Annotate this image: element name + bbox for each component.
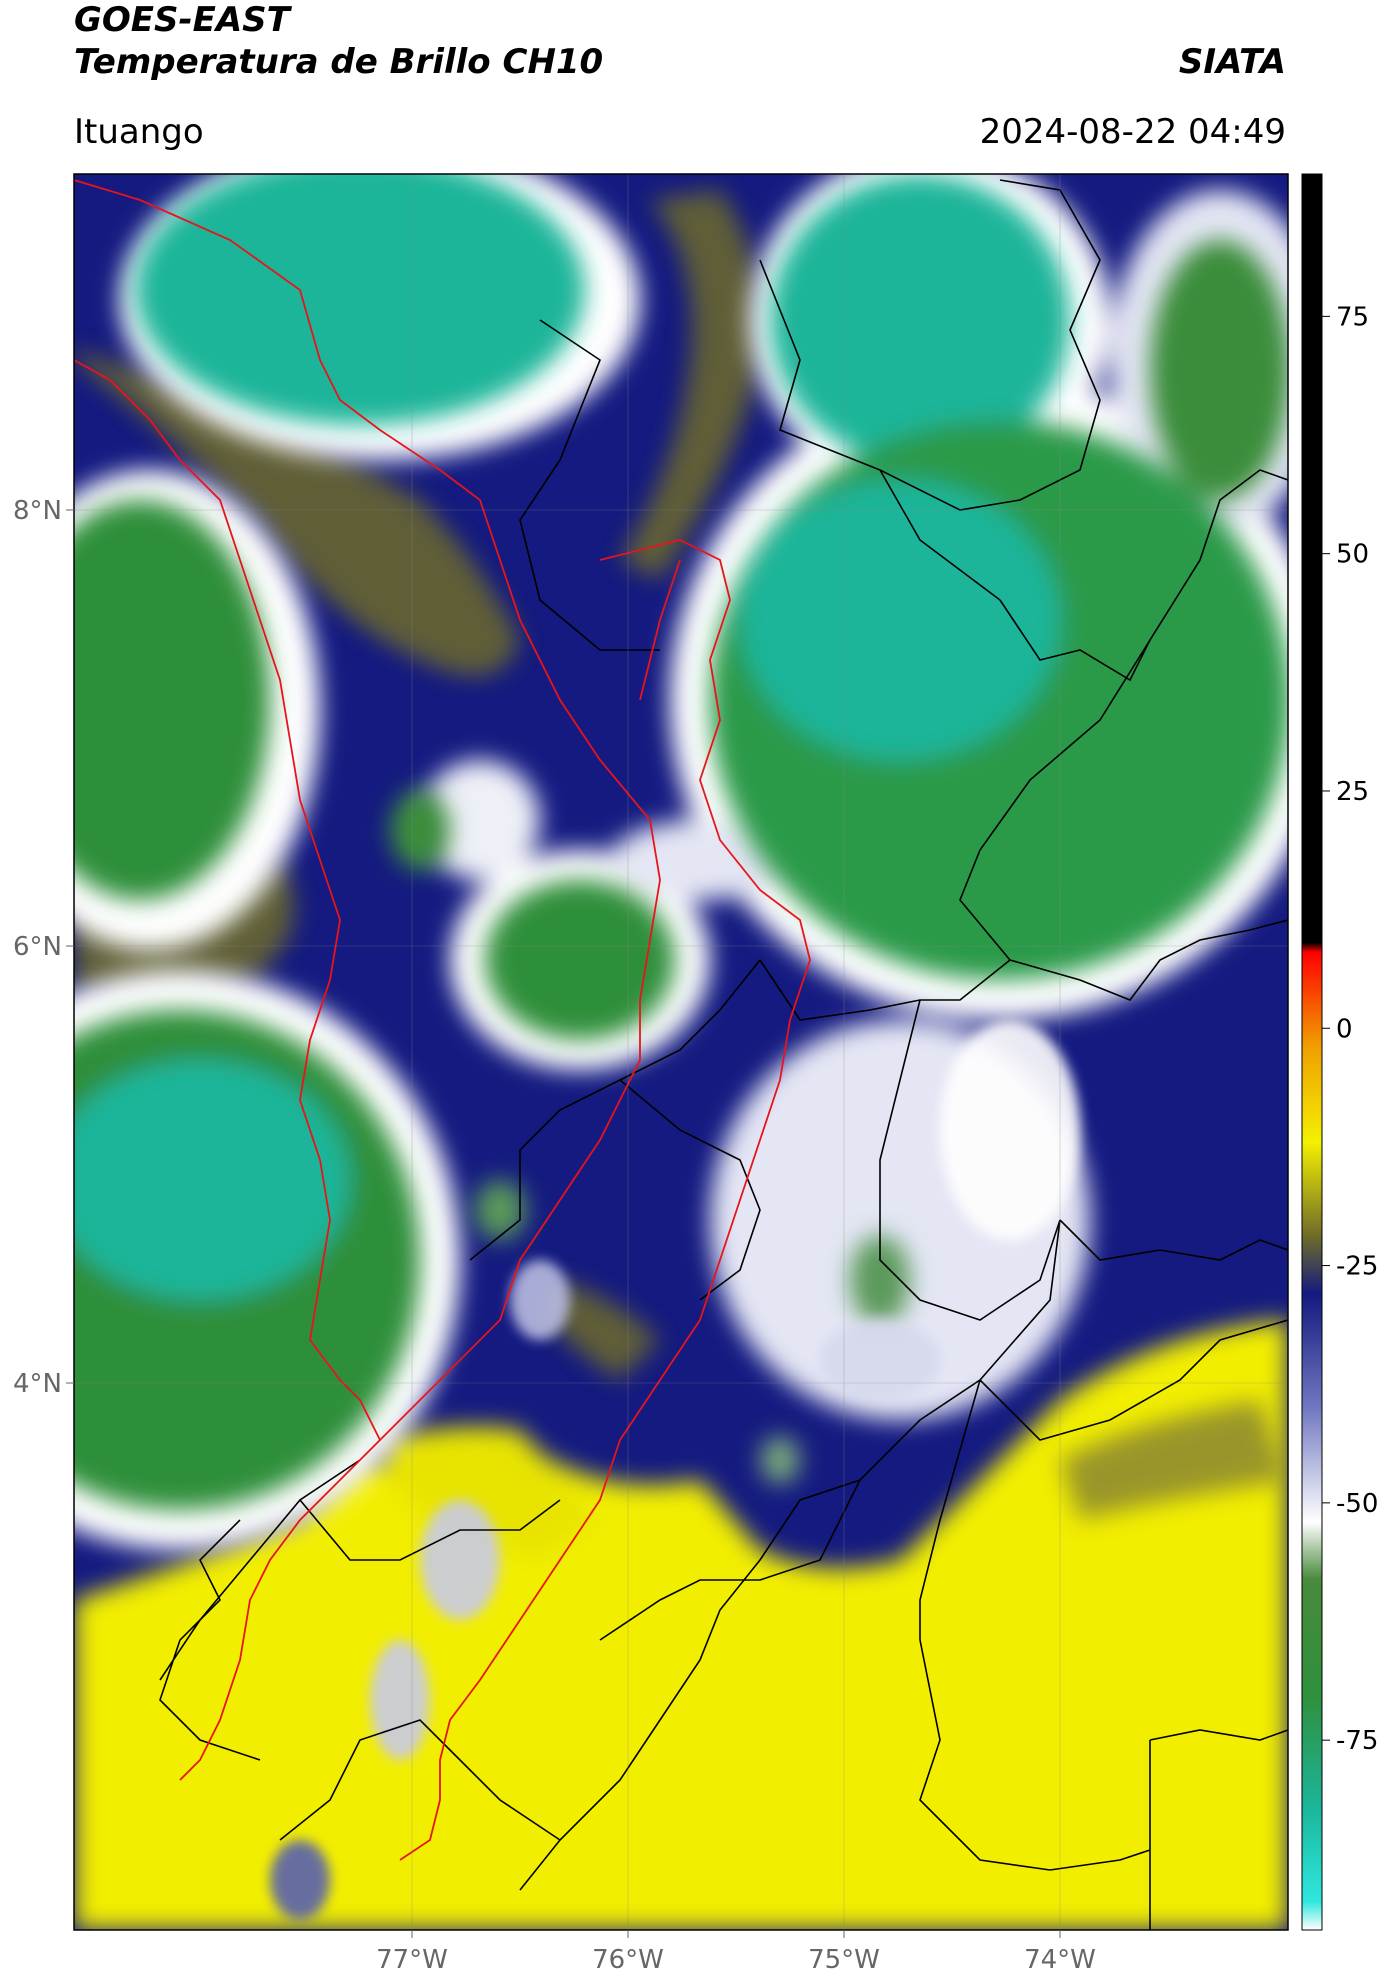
lon-tick-label: 76°W <box>592 1945 664 1975</box>
colorbar-gradient <box>1302 174 1322 1930</box>
brightness-temperature-field <box>74 174 1288 1930</box>
colorbar-tick-label: 0 <box>1336 1014 1353 1044</box>
lat-tick-label: 4°N <box>13 1369 62 1399</box>
map-frame <box>73 173 1289 1931</box>
lon-tick-label: 75°W <box>808 1945 880 1975</box>
convective-cells <box>270 1020 1080 1920</box>
warm-yellow-region <box>74 1320 1288 1930</box>
department-boundaries <box>159 179 1288 1930</box>
highlighted-region-boundary <box>74 179 811 1861</box>
latitude-ticks: 8°N 6°N 4°N <box>13 496 74 1399</box>
colorbar-tick-label: -50 <box>1336 1489 1378 1519</box>
colorbar-tick-label: -75 <box>1336 1726 1378 1756</box>
colorbar-tick-label: 75 <box>1336 302 1369 332</box>
lat-tick-label: 6°N <box>13 932 62 962</box>
lon-tick-label: 74°W <box>1024 1945 1096 1975</box>
colorbar-frame <box>1301 173 1323 1931</box>
lat-tick-label: 8°N <box>13 496 62 526</box>
cold-cloud-tops <box>74 174 1288 1510</box>
longitude-ticks: 77°W 76°W 75°W 74°W <box>376 1930 1096 1975</box>
timestamp-label: 2024-08-22 04:49 <box>979 112 1286 152</box>
region-label: Ituango <box>74 112 204 152</box>
colorbar-tick-label: 50 <box>1336 540 1369 570</box>
colorbar-tick-label: 25 <box>1336 777 1369 807</box>
satellite-title: GOES-EAST <box>74 0 290 40</box>
lon-tick-label: 77°W <box>376 1945 448 1975</box>
graticule <box>74 174 1288 1930</box>
colorbar-ticks: 75 50 25 0 -25 -50 -75 <box>1322 302 1378 1756</box>
colorbar: 75 50 25 0 -25 -50 -75 <box>1301 173 1378 1931</box>
colorbar-tick-label: -25 <box>1336 1252 1378 1282</box>
product-title: Temperatura de Brillo CH10 <box>74 42 604 82</box>
organization-label: SIATA <box>1178 42 1286 82</box>
